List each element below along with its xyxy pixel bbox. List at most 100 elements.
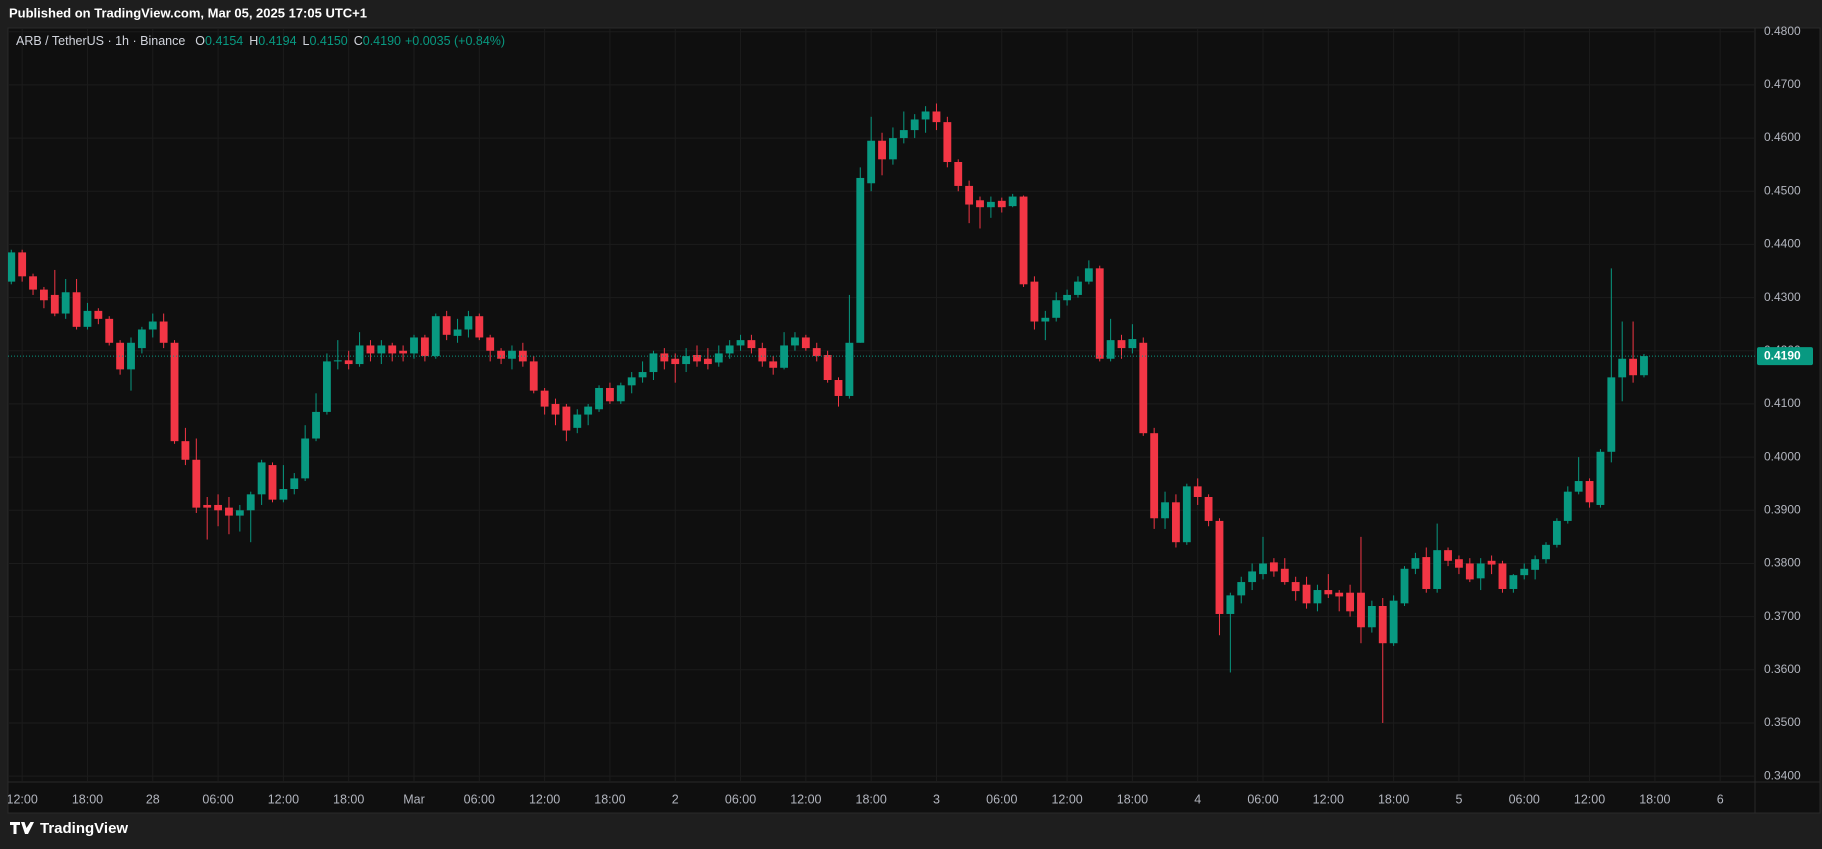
candle-body xyxy=(225,507,233,516)
candle-body xyxy=(1280,568,1289,583)
x-tick-label: 18:00 xyxy=(1639,792,1670,806)
y-tick-label: 0.4500 xyxy=(1764,183,1801,197)
price-axis: 0.3400 0.3500 0.3600 0.3700 0.3800 0.3900 0.40… xyxy=(1757,24,1813,782)
candle-body xyxy=(312,411,320,439)
candle-body xyxy=(1226,595,1235,614)
candle-body xyxy=(562,406,571,431)
candle-body xyxy=(279,489,288,500)
last-price-box xyxy=(1757,347,1813,366)
x-tick-label: 12:00 xyxy=(7,792,38,806)
candle-body xyxy=(1357,592,1365,628)
candle-body xyxy=(747,340,756,349)
candle-body xyxy=(616,385,625,402)
candle-body xyxy=(355,345,364,365)
candle-body xyxy=(1052,300,1061,318)
symbol-legend: ARB / TetherUS · 1h · Binance O0.4154 H0.4… xyxy=(16,34,505,48)
legend: ARB / TetherUS · 1h · Binance O0.4154 H0.4… xyxy=(16,34,505,48)
candle-body xyxy=(780,345,789,368)
candle-body xyxy=(1476,563,1485,579)
candle-body xyxy=(845,342,854,396)
candle-body xyxy=(758,348,767,362)
y-tick-label: 0.4800 xyxy=(1764,24,1801,38)
ohlc-key: L xyxy=(303,34,310,48)
candle-body xyxy=(889,138,897,160)
candle-body xyxy=(965,185,974,205)
candle-body xyxy=(714,353,723,363)
candle-body xyxy=(682,356,691,365)
candle-body xyxy=(910,119,919,131)
candle-body xyxy=(1074,281,1082,295)
x-tick-label: 06:00 xyxy=(202,792,233,806)
x-tick-label: 12:00 xyxy=(529,792,560,806)
y-tick-label: 0.4600 xyxy=(1764,130,1801,144)
candle-body xyxy=(529,361,538,391)
x-tick-label: 12:00 xyxy=(1313,792,1344,806)
ohlc-value: 0.4154 xyxy=(205,34,243,48)
last-price-label: 0.4190 xyxy=(1764,348,1801,362)
published-note: Published on TradingView.com, Mar 05, 20… xyxy=(9,5,367,20)
ohlc-value: 0.4194 xyxy=(258,34,296,48)
candle-body xyxy=(257,462,266,495)
candle-body xyxy=(1084,268,1093,282)
candle-body xyxy=(834,380,843,396)
candle-body xyxy=(1640,356,1648,376)
candle-body xyxy=(801,337,810,349)
candle-body xyxy=(1487,560,1496,565)
candle-body xyxy=(61,292,70,314)
x-tick-label: 28 xyxy=(146,792,160,806)
ohlc-value: 0.4150 xyxy=(309,34,347,48)
candle-body xyxy=(518,350,527,362)
y-tick-label: 0.4400 xyxy=(1764,237,1801,251)
candle-body xyxy=(1063,294,1072,301)
candle-body xyxy=(1531,559,1540,570)
x-tick-label: 06:00 xyxy=(725,792,756,806)
candle-body xyxy=(954,161,963,186)
candle-body xyxy=(148,321,157,330)
candle-body xyxy=(1574,481,1583,492)
candle-body xyxy=(1542,544,1550,560)
y-tick-label: 0.4300 xyxy=(1764,290,1801,304)
candle-body xyxy=(159,321,168,343)
candle-body xyxy=(551,403,560,415)
y-tick-label: 0.4100 xyxy=(1764,396,1801,410)
candle-body xyxy=(1585,481,1594,503)
x-tick-label: 06:00 xyxy=(464,792,495,806)
candle-body xyxy=(584,406,593,415)
candle-body xyxy=(323,361,331,412)
candle-body xyxy=(1346,592,1355,612)
candle-body xyxy=(1030,281,1039,322)
candle-body xyxy=(769,361,778,368)
ohlc-key: H xyxy=(249,34,258,48)
y-tick-label: 0.4700 xyxy=(1764,77,1801,91)
x-tick-label: 12:00 xyxy=(790,792,821,806)
candle-body xyxy=(812,348,821,357)
candle-body xyxy=(72,292,81,327)
candle-body xyxy=(475,316,484,338)
candle-body xyxy=(1269,562,1278,572)
candle-body xyxy=(1444,550,1452,561)
candle-body xyxy=(246,494,255,511)
candle-body xyxy=(344,360,353,365)
y-tick-label: 0.3700 xyxy=(1764,609,1801,623)
x-tick-label: 06:00 xyxy=(1247,792,1278,806)
x-tick-label: 18:00 xyxy=(594,792,625,806)
candle-body xyxy=(1193,486,1202,497)
x-tick-label: 18:00 xyxy=(1378,792,1409,806)
candle-body xyxy=(399,350,408,354)
candle-body xyxy=(1204,496,1213,521)
candles xyxy=(8,103,1755,723)
x-tick-label: 3 xyxy=(933,792,940,806)
candle-body xyxy=(1259,563,1267,575)
candle-body xyxy=(1041,317,1050,322)
change-label: +0.0035 (+0.84%) xyxy=(405,34,505,48)
symbol-title: ARB / TetherUS · 1h · Binance xyxy=(16,34,185,48)
candle-body xyxy=(1106,340,1115,359)
candle-body xyxy=(540,390,549,407)
candle-body xyxy=(1215,520,1224,614)
candle-body xyxy=(235,510,244,516)
candle-body xyxy=(1498,563,1507,589)
y-tick-label: 0.3400 xyxy=(1764,768,1801,782)
candle-body xyxy=(290,478,299,490)
candle-body xyxy=(638,372,647,378)
candle-body xyxy=(1618,358,1627,378)
